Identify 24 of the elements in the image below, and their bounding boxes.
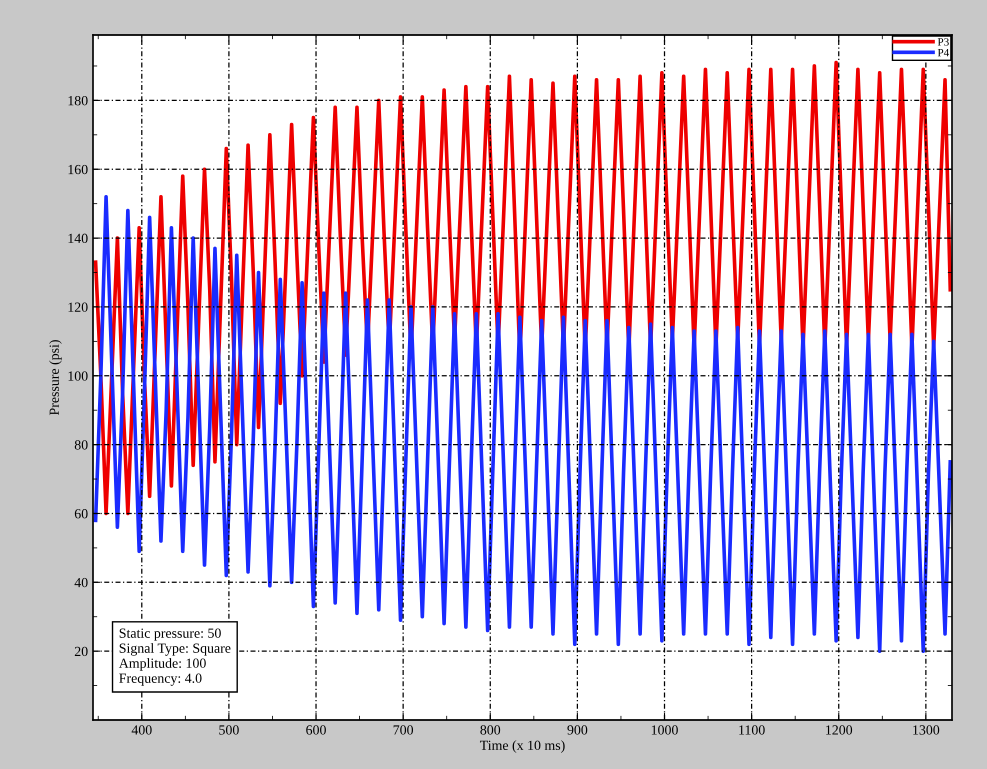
x-axis-title: Time (x 10 ms)	[480, 740, 565, 753]
y-tick-label: 140	[68, 234, 88, 244]
x-tick-label: 400	[132, 725, 152, 735]
x-tick-label: 700	[394, 725, 414, 735]
y-tick-label: 180	[68, 96, 88, 106]
legend-label: P4	[938, 48, 950, 56]
x-tick-label: 500	[219, 725, 239, 735]
y-tick-label: 80	[74, 440, 88, 450]
x-tick-label: 1200	[826, 725, 852, 735]
x-tick-label: 900	[567, 725, 588, 735]
legend-label: P3	[938, 38, 949, 46]
y-axis-title: Pressure (psi)	[49, 340, 62, 416]
y-tick-label: 120	[68, 302, 88, 312]
annotation: Static pressure: 50 Signal Type: Square Amplitude: 100 Frequency: 4.0	[118, 628, 230, 686]
y-tick-label: 60	[74, 509, 88, 518]
x-tick-label: 1100	[739, 725, 765, 735]
y-tick-label: 160	[68, 164, 88, 174]
x-tick-label: 1000	[652, 725, 678, 735]
x-tick-label: 1300	[913, 725, 940, 735]
y-tick-label: 40	[74, 578, 88, 588]
x-tick-label: 600	[306, 725, 326, 735]
y-tick-label: 20	[74, 646, 88, 656]
y-tick-label: 100	[68, 371, 88, 381]
x-tick-label: 800	[480, 725, 500, 735]
